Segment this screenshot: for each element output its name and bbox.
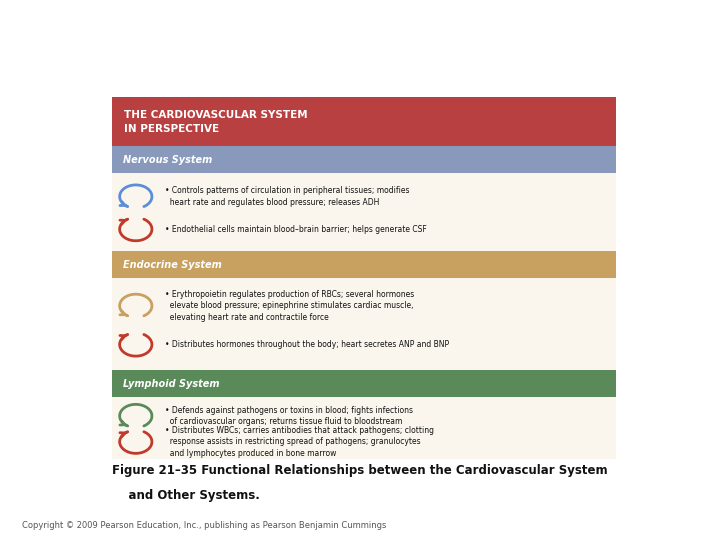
- Text: Nervous System: Nervous System: [122, 154, 212, 165]
- Text: • Erythropoietin regulates production of RBCs; several hormones
  elevate blood : • Erythropoietin regulates production of…: [164, 290, 414, 322]
- Bar: [112, 146, 616, 173]
- Text: Endocrine System: Endocrine System: [122, 260, 222, 269]
- Text: Figure 21–35 Functional Relationships between the Cardiovascular System: Figure 21–35 Functional Relationships be…: [112, 464, 607, 477]
- Bar: [112, 397, 616, 459]
- Bar: [112, 173, 616, 251]
- Bar: [112, 370, 616, 397]
- Bar: [112, 97, 616, 146]
- Text: • Distributes WBCs; carries antibodies that attack pathogens; clotting
  respons: • Distributes WBCs; carries antibodies t…: [164, 426, 433, 458]
- Text: Copyright © 2009 Pearson Education, Inc., publishing as Pearson Benjamin Cumming: Copyright © 2009 Pearson Education, Inc.…: [22, 521, 386, 530]
- Text: Lymphoid System: Lymphoid System: [122, 379, 219, 389]
- Text: CV System Linked to All Systems: CV System Linked to All Systems: [25, 19, 695, 53]
- Text: • Endothelial cells maintain blood–brain barrier; helps generate CSF: • Endothelial cells maintain blood–brain…: [164, 225, 426, 234]
- Text: • Distributes hormones throughout the body; heart secretes ANP and BNP: • Distributes hormones throughout the bo…: [164, 340, 449, 349]
- Text: • Defends against pathogens or toxins in blood; fights infections
  of cardiovas: • Defends against pathogens or toxins in…: [164, 406, 413, 426]
- Text: • Controls patterns of circulation in peripheral tissues; modifies
  heart rate : • Controls patterns of circulation in pe…: [164, 186, 409, 207]
- Bar: [112, 251, 616, 278]
- Text: THE CARDIOVASCULAR SYSTEM
IN PERSPECTIVE: THE CARDIOVASCULAR SYSTEM IN PERSPECTIVE: [124, 110, 308, 133]
- Text: and Other Systems.: and Other Systems.: [112, 489, 259, 502]
- Bar: [112, 278, 616, 370]
